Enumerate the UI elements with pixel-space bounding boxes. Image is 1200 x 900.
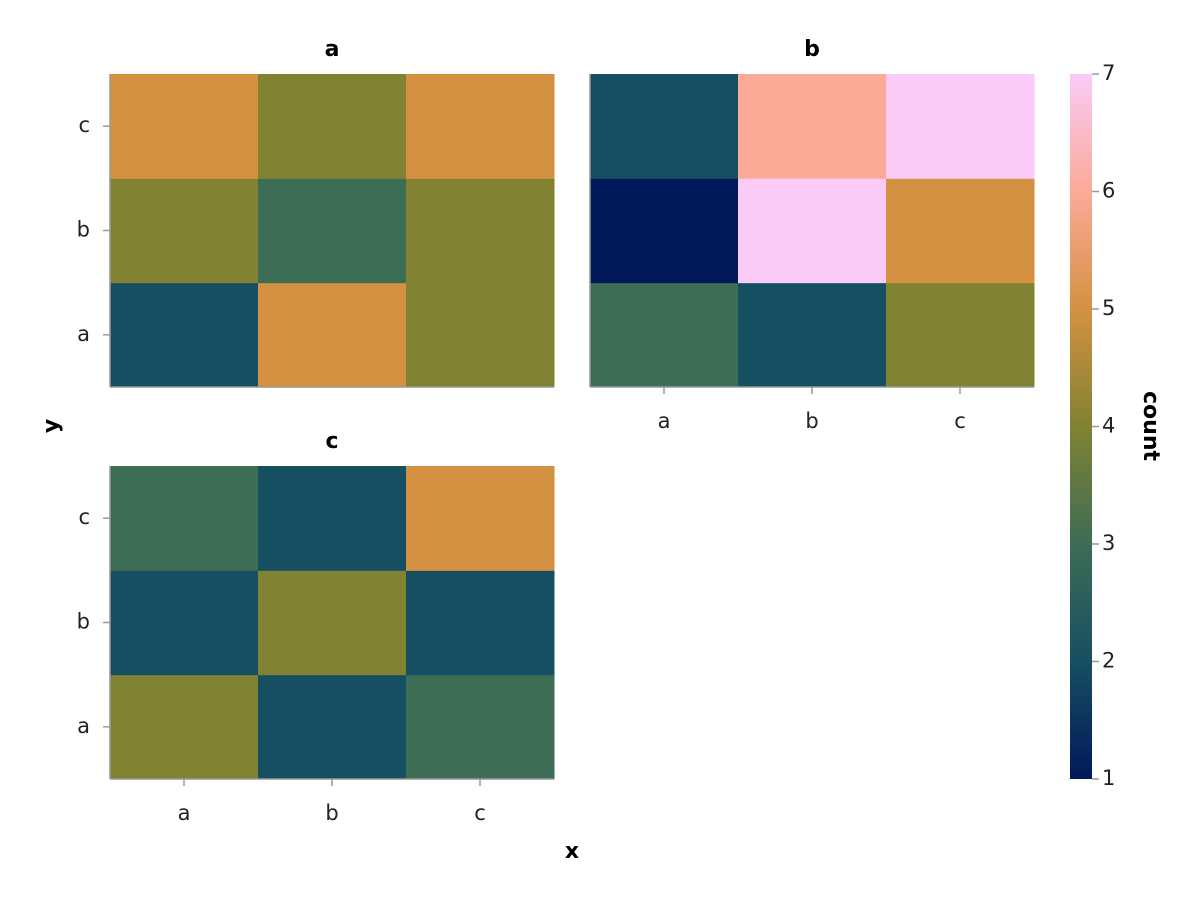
x-axis-label: x bbox=[565, 839, 579, 864]
x-tick-label: b bbox=[325, 801, 338, 825]
y-axis-label: y bbox=[39, 419, 64, 433]
heatmap-cell bbox=[738, 178, 887, 284]
heatmap-cell bbox=[406, 282, 555, 388]
colorbar-tick-label: 2 bbox=[1102, 649, 1115, 673]
heatmap-cell bbox=[110, 570, 259, 676]
y-tick-label: c bbox=[78, 505, 90, 529]
facet-title: c bbox=[325, 429, 338, 454]
heatmap-cell bbox=[590, 178, 739, 284]
y-tick-label: c bbox=[78, 113, 90, 137]
facet-title: a bbox=[325, 37, 340, 62]
heatmap-cell bbox=[110, 674, 259, 780]
heatmap-cell bbox=[590, 282, 739, 388]
x-tick-label: a bbox=[178, 801, 191, 825]
heatmap-cell bbox=[258, 178, 407, 284]
heatmap-cell bbox=[886, 74, 1035, 179]
y-tick-label: b bbox=[77, 610, 90, 634]
heatmap-cell bbox=[886, 178, 1035, 284]
heatmap-cell bbox=[590, 74, 739, 179]
heatmap-cell bbox=[406, 674, 555, 780]
heatmap-cell bbox=[258, 74, 407, 179]
heatmap-cell bbox=[258, 674, 407, 780]
heatmap-cell bbox=[258, 282, 407, 388]
colorbar-tick-label: 5 bbox=[1102, 296, 1115, 320]
y-tick-label: a bbox=[77, 322, 90, 346]
colorbar-label: count bbox=[1138, 391, 1163, 461]
colorbar bbox=[1070, 74, 1092, 779]
heatmap-cell bbox=[258, 466, 407, 571]
y-tick-label: b bbox=[77, 218, 90, 242]
facet-title: b bbox=[804, 37, 820, 62]
x-tick-label: c bbox=[474, 801, 486, 825]
heatmap-cell bbox=[110, 466, 259, 571]
x-tick-label: a bbox=[658, 409, 671, 433]
heatmap-cell bbox=[110, 74, 259, 179]
heatmap-cell bbox=[110, 282, 259, 388]
heatmap-cell bbox=[886, 282, 1035, 388]
x-tick-label: b bbox=[805, 409, 818, 433]
colorbar-tick-label: 6 bbox=[1102, 179, 1115, 203]
x-tick-label: c bbox=[954, 409, 966, 433]
colorbar-tick-label: 1 bbox=[1102, 766, 1115, 790]
heatmap-cell bbox=[738, 282, 887, 388]
heatmap-cell bbox=[258, 570, 407, 676]
colorbar-tick-label: 7 bbox=[1102, 61, 1115, 85]
heatmap-cell bbox=[406, 466, 555, 571]
heatmap-cell bbox=[738, 74, 887, 179]
heatmap-cell bbox=[110, 178, 259, 284]
colorbar-tick-label: 4 bbox=[1102, 414, 1115, 438]
heatmap-cell bbox=[406, 178, 555, 284]
heatmap-cell bbox=[406, 570, 555, 676]
y-tick-label: a bbox=[77, 714, 90, 738]
heatmap-cell bbox=[406, 74, 555, 179]
colorbar-tick-label: 3 bbox=[1102, 531, 1115, 555]
